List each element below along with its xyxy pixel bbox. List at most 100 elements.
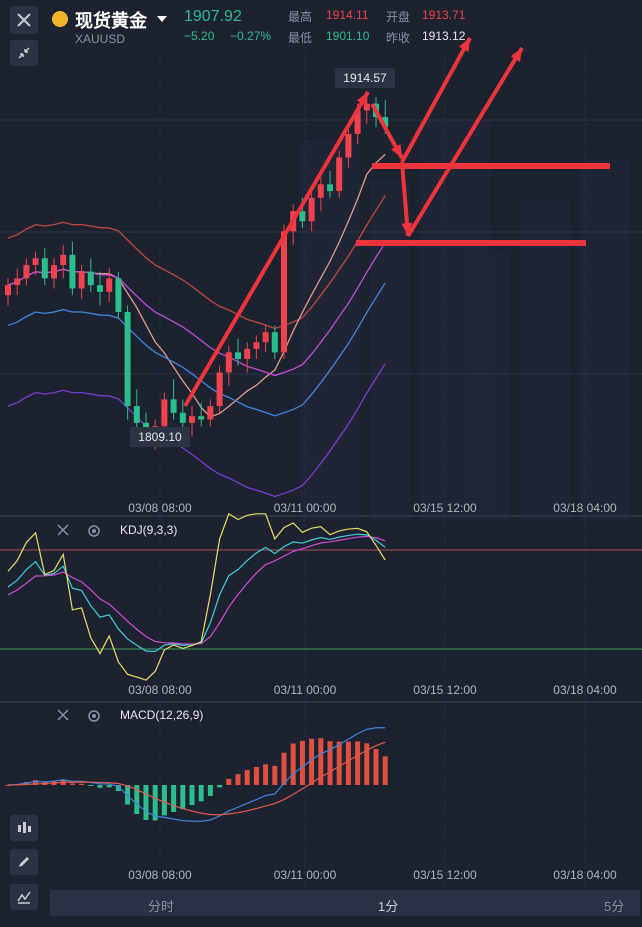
gold-logo-icon bbox=[52, 11, 68, 27]
shrink-icon bbox=[18, 47, 30, 59]
kdj-label: KDJ(9,3,3) bbox=[120, 523, 178, 537]
x-tick-main-3: 03/18 04:00 bbox=[553, 501, 617, 515]
macd-bar bbox=[88, 785, 94, 786]
ma-slow-line bbox=[7, 282, 386, 417]
kdj-j-line bbox=[7, 512, 386, 681]
x-tick-kdj-1: 03/11 00:00 bbox=[274, 683, 337, 697]
macd-bar bbox=[318, 738, 324, 785]
arrow-up-mid bbox=[400, 37, 472, 163]
macd-bar bbox=[345, 741, 351, 785]
candle-body bbox=[281, 231, 287, 353]
x-tick-kdj-0: 03/08 08:00 bbox=[128, 683, 192, 697]
arrow-up-mid-head bbox=[459, 38, 470, 52]
macd-bar bbox=[125, 785, 131, 805]
macd-bar bbox=[79, 783, 85, 785]
candle-body bbox=[244, 348, 251, 360]
macd-bar bbox=[364, 743, 370, 785]
candle-body bbox=[161, 399, 168, 427]
tab-1min[interactable]: 1分 bbox=[378, 899, 399, 914]
macd-bar bbox=[336, 741, 342, 785]
building-1 bbox=[370, 180, 410, 520]
macd-bar bbox=[189, 785, 195, 806]
collapse-button[interactable] bbox=[10, 40, 38, 66]
price-change-pct: −0.27% bbox=[230, 29, 272, 43]
macd-bar bbox=[373, 748, 379, 785]
instrument-symbol: XAUUSD bbox=[75, 32, 126, 46]
candle-body bbox=[308, 197, 315, 222]
macd-bar bbox=[152, 785, 158, 821]
open-label: 开盘 bbox=[386, 10, 411, 24]
macd-bar bbox=[272, 765, 278, 785]
chevron-down-icon[interactable] bbox=[157, 16, 167, 22]
candle-type-button[interactable] bbox=[10, 815, 38, 841]
tab-timeshare[interactable]: 分时 bbox=[148, 899, 175, 914]
grid-lines bbox=[0, 50, 642, 890]
candle-body bbox=[216, 372, 223, 407]
instrument-name[interactable]: 现货黄金 bbox=[75, 11, 147, 31]
kdj-close-icon[interactable] bbox=[56, 523, 70, 542]
prev-close-label: 昨收 bbox=[386, 31, 411, 45]
kdj-settings-icon[interactable] bbox=[86, 523, 102, 544]
candle-body bbox=[170, 399, 177, 413]
x-ticks: 03/08 08:00 03/11 00:00 03/15 12:00 03/18 0… bbox=[128, 501, 617, 882]
candle-body bbox=[336, 157, 343, 192]
arrow-down-2-head bbox=[401, 222, 413, 236]
arrow-down-1-head bbox=[390, 144, 402, 158]
max-price-box bbox=[335, 68, 395, 88]
x-tick-main-2: 03/15 12:00 bbox=[413, 501, 477, 515]
macd-bar bbox=[327, 741, 333, 785]
draw-button[interactable] bbox=[10, 849, 38, 875]
macd-close-icon[interactable] bbox=[56, 708, 70, 727]
macd-bar bbox=[69, 783, 75, 785]
macd-bar bbox=[281, 752, 287, 785]
arrow-up-main bbox=[183, 90, 370, 408]
min-price-box bbox=[130, 427, 190, 447]
high-value: 1914.11 bbox=[326, 8, 369, 22]
prev-close-value: 1913.12 bbox=[422, 29, 466, 43]
macd-bar bbox=[235, 774, 241, 785]
tab-5min[interactable]: 5分 bbox=[604, 899, 625, 914]
candle-body bbox=[133, 406, 140, 423]
candle-body bbox=[262, 332, 269, 343]
x-tick-macd-2: 03/15 12:00 bbox=[413, 868, 477, 882]
band-upper-line bbox=[7, 195, 386, 330]
high-label: 最高 bbox=[288, 10, 313, 24]
annotations: 1914.57 1809.10 bbox=[130, 37, 610, 447]
candle-body bbox=[207, 406, 214, 420]
pencil-icon bbox=[19, 857, 29, 867]
candle-body bbox=[14, 278, 21, 286]
indicator-button[interactable] bbox=[10, 884, 38, 910]
open-value: 1913.71 bbox=[422, 8, 466, 22]
candle-body bbox=[198, 416, 205, 420]
max-price-label: 1914.57 bbox=[343, 71, 387, 85]
x-tick-macd-0: 03/08 08:00 bbox=[128, 868, 192, 882]
low-label: 最低 bbox=[288, 31, 313, 45]
x-tick-macd-3: 03/18 04:00 bbox=[553, 868, 617, 882]
building-3 bbox=[520, 200, 570, 520]
close-button[interactable] bbox=[10, 6, 38, 34]
indicator-icon bbox=[17, 891, 31, 904]
candle-body bbox=[106, 278, 113, 292]
candle-body bbox=[23, 264, 30, 279]
candle-body bbox=[327, 184, 333, 192]
candle-body bbox=[41, 258, 48, 279]
kdj-lines bbox=[7, 512, 386, 681]
macd-bar bbox=[106, 785, 112, 788]
x-tick-macd-1: 03/11 00:00 bbox=[274, 868, 337, 882]
macd-bar bbox=[198, 785, 204, 802]
price-change: −5.20 bbox=[184, 29, 215, 43]
macd-bar bbox=[180, 785, 186, 810]
macd-settings-icon[interactable] bbox=[86, 708, 102, 729]
macd-bar bbox=[309, 738, 315, 785]
macd-bar bbox=[244, 770, 250, 785]
x-tick-kdj-3: 03/18 04:00 bbox=[553, 683, 617, 697]
band-lower-line bbox=[7, 363, 386, 498]
macd-bar bbox=[161, 785, 167, 816]
building-5 bbox=[470, 250, 510, 520]
min-price-label: 1809.10 bbox=[138, 430, 182, 444]
macd-bar bbox=[143, 785, 149, 820]
candle-body bbox=[363, 103, 370, 111]
candle-body bbox=[32, 258, 39, 265]
candlestick-icon bbox=[18, 822, 31, 833]
macd-bar bbox=[382, 756, 388, 785]
